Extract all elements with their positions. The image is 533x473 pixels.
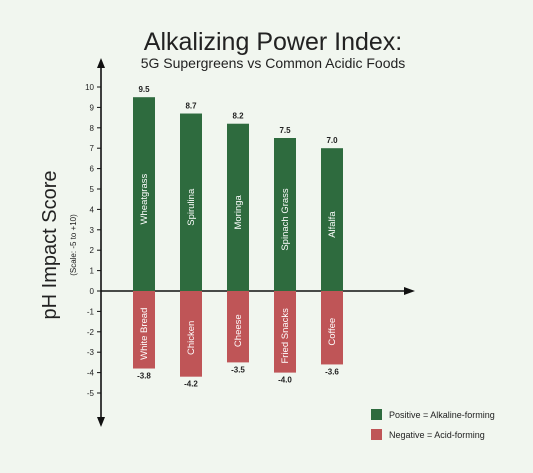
data-label: 8.7 xyxy=(185,102,197,111)
y-axis-arrow-top xyxy=(97,58,105,68)
data-label: 7.0 xyxy=(326,136,338,145)
data-label: -4.0 xyxy=(278,376,292,385)
y-tick-label: 0 xyxy=(90,287,95,296)
bar-positive xyxy=(227,123,249,291)
category-label: Cheese xyxy=(233,314,244,347)
y-tick-label: 4 xyxy=(90,205,95,214)
data-label: -3.6 xyxy=(325,367,339,376)
legend: Positive = Alkaline-forming Negative = Ac… xyxy=(371,409,495,440)
y-axis-label: pH Impact Score xyxy=(39,171,61,320)
y-tick-label: 10 xyxy=(85,83,94,92)
y-tick-label: -3 xyxy=(87,348,95,357)
data-label: 9.5 xyxy=(138,85,150,94)
y-tick-label: 2 xyxy=(90,246,95,255)
bar-positive xyxy=(274,138,296,291)
category-label: White Bread xyxy=(139,308,150,360)
bar-negative xyxy=(133,291,155,369)
bars: 9.5 Wheatgrass 8.7 Spirulina 8.2 Moringa 7.5 Sp… xyxy=(133,85,343,389)
x-axis-arrow xyxy=(404,287,415,295)
category-label: Moringa xyxy=(233,194,244,229)
bar-negative xyxy=(274,291,296,373)
category-label: Chicken xyxy=(186,321,197,355)
bar-negative xyxy=(321,291,343,365)
y-tick-label: -5 xyxy=(87,389,95,398)
category-label: Fried Snacks xyxy=(280,308,291,364)
y-tick-label: 1 xyxy=(90,267,95,276)
y-tick-label: 8 xyxy=(90,124,95,133)
y-tick-label: -2 xyxy=(87,328,95,337)
y-tick-label: 5 xyxy=(90,185,95,194)
y-tick-label: -4 xyxy=(87,369,95,378)
legend-swatch xyxy=(371,409,382,420)
category-label: Coffee xyxy=(327,318,338,346)
y-axis-arrow-bottom xyxy=(97,417,105,427)
category-label: Spirulina xyxy=(186,188,197,226)
chart-subtitle: 5G Supergreens vs Common Acidic Foods xyxy=(141,55,406,71)
bar-positive xyxy=(133,97,155,291)
y-tick-label: 7 xyxy=(90,144,95,153)
chart-title: Alkalizing Power Index: xyxy=(144,28,402,56)
bar-negative xyxy=(180,291,202,377)
legend-label: Negative = Acid-forming xyxy=(389,430,485,440)
category-label: Spinach Grass xyxy=(280,188,291,251)
y-tick-label: 6 xyxy=(90,165,95,174)
legend-label: Positive = Alkaline-forming xyxy=(389,410,495,420)
legend-swatch xyxy=(371,429,382,440)
y-tick-label: 9 xyxy=(90,103,95,112)
y-axis-sublabel: (Scale: -5 to +10) xyxy=(69,214,78,276)
bar-positive xyxy=(321,148,343,291)
bar-positive xyxy=(180,113,202,292)
data-label: -3.5 xyxy=(231,365,245,374)
data-label: -3.8 xyxy=(137,372,151,381)
y-tick-label: 3 xyxy=(90,226,95,235)
y-tick-label: -1 xyxy=(87,307,95,316)
category-label: Wheatgrass xyxy=(139,174,150,225)
data-label: -4.2 xyxy=(184,380,198,389)
y-axis-label-group: pH Impact Score (Scale: -5 to +10) xyxy=(39,171,78,320)
category-label: Alfalfa xyxy=(327,211,338,238)
data-label: 8.2 xyxy=(232,112,244,121)
bar-negative xyxy=(227,291,249,363)
data-label: 7.5 xyxy=(279,126,291,135)
